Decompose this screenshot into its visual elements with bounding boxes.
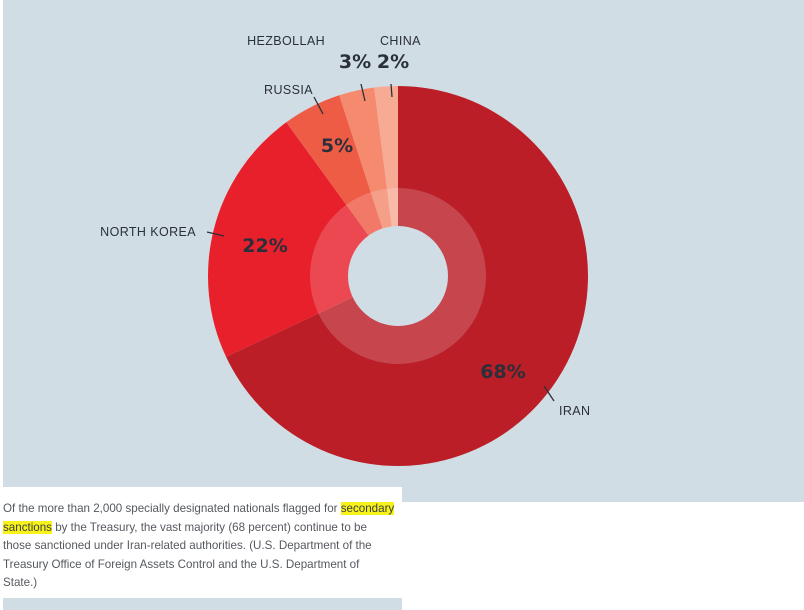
donut-hole: [348, 226, 448, 326]
leader-line-iran: [543, 385, 555, 402]
category-label-china: CHINA: [380, 34, 421, 48]
value-label-hezbollah: 3%: [339, 51, 371, 73]
caption-box: [0, 487, 402, 598]
caption-text-after: by the Treasury, the vast majority (68 p…: [3, 520, 372, 590]
caption-text-before: Of the more than 2,000 specially designa…: [3, 502, 341, 515]
leader-line-hezbollah: [360, 83, 366, 102]
value-label-iran: 68%: [480, 361, 525, 383]
leader-line-china: [390, 83, 393, 98]
category-label-hezbollah: HEZBOLLAH: [247, 34, 325, 48]
category-label-russia: RUSSIA: [264, 83, 313, 97]
value-label-russia: 5%: [321, 135, 353, 157]
category-label-iran: IRAN: [559, 404, 590, 418]
chart-caption: Of the more than 2,000 specially designa…: [3, 500, 395, 593]
slice-russia: [286, 95, 398, 277]
leader-line-russia: [313, 96, 324, 115]
slice-north-korea: [207, 122, 398, 357]
category-label-north-korea: NORTH KOREA: [100, 225, 196, 239]
value-label-china: 2%: [377, 51, 409, 73]
next-panel-strip: [3, 598, 402, 610]
leader-line-north-korea: [206, 231, 225, 237]
donut-chart: 68% IRAN 22% NORTH KOREA 5% RUSSIA 3% HEZBOLLAH…: [100, 34, 590, 466]
chart-panel: 68% IRAN 22% NORTH KOREA 5% RUSSIA 3% HEZBOLLAH…: [3, 0, 804, 502]
value-label-north-korea: 22%: [242, 235, 287, 257]
